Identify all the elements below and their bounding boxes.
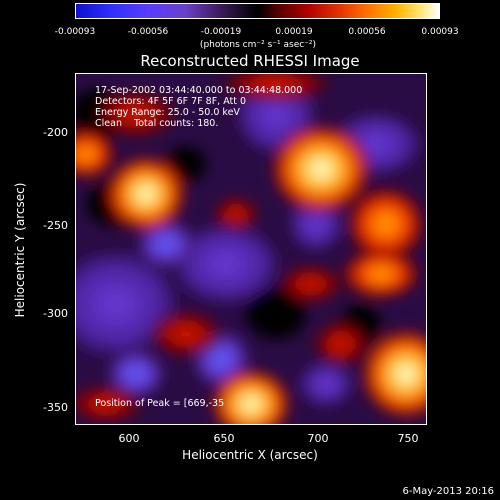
image-plot (75, 73, 427, 425)
colorbar-tick: -0.00093 (54, 27, 96, 37)
colorbar (75, 3, 440, 19)
x-tick: 600 (118, 432, 140, 445)
plot-title: Reconstructed RHESSI Image (140, 52, 360, 70)
detectors-info: Detectors: 4F 5F 6F 7F 8F, Att 0 (95, 96, 247, 107)
x-tick: 750 (397, 432, 419, 445)
x-axis-label: Heliocentric X (arcsec) (182, 448, 318, 462)
time-range: 17-Sep-2002 03:44:40.000 to 03:44:48.000 (95, 85, 303, 96)
colorbar-tick: -0.00019 (200, 27, 242, 37)
y-tick: -350 (43, 401, 68, 414)
colorbar-tick: 0.00019 (275, 27, 313, 37)
colorbar-units: (photons cm⁻² s⁻¹ asec⁻²) (199, 40, 317, 50)
y-tick: -250 (43, 219, 68, 232)
clean-info: Clean Total counts: 180. (95, 118, 219, 129)
energy-range: Energy Range: 25.0 - 50.0 keV (95, 107, 240, 118)
rhessi-image (76, 74, 426, 424)
colorbar-tick: -0.00056 (127, 27, 169, 37)
x-tick: 700 (307, 432, 329, 445)
x-tick: 650 (213, 432, 235, 445)
y-axis-label: Heliocentric Y (arcsec) (13, 182, 27, 318)
colorbar-tick: 0.00093 (421, 27, 459, 37)
timestamp: 6-May-2013 20:16 (402, 486, 494, 497)
y-tick: -200 (43, 126, 68, 139)
y-tick: -300 (43, 307, 68, 320)
colorbar-tick: 0.00056 (348, 27, 386, 37)
peak-position: Position of Peak = [669,-35 (95, 398, 225, 409)
observation-info: 17-Sep-2002 03:44:40.000 to 03:44:48.000… (95, 85, 302, 129)
